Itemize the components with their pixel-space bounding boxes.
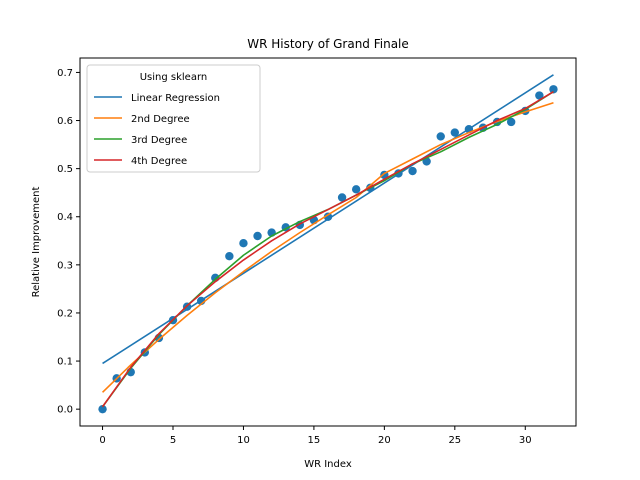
scatter-point bbox=[253, 231, 262, 241]
y-tick-label: 0.6 bbox=[57, 116, 73, 127]
scatter-point bbox=[351, 185, 361, 194]
series-line-3 bbox=[101, 90, 554, 408]
y-tick-label: 0.4 bbox=[57, 212, 73, 223]
scatter-point bbox=[239, 239, 248, 248]
legend-title: Using sklearn bbox=[140, 72, 208, 83]
scatter-point bbox=[506, 117, 516, 127]
scatter-point bbox=[323, 212, 333, 221]
legend-label-2: 3rd Degree bbox=[131, 135, 187, 146]
scatter-point bbox=[98, 404, 107, 414]
x-tick-label: 5 bbox=[170, 435, 176, 446]
legend-label-0: Linear Regression bbox=[131, 93, 220, 104]
legend-label-1: 2nd Degree bbox=[131, 114, 190, 125]
y-tick-label: 0.1 bbox=[57, 357, 73, 368]
x-tick-label: 20 bbox=[378, 435, 391, 446]
x-tick-label: 25 bbox=[448, 435, 461, 446]
legend-box bbox=[86, 64, 261, 173]
legend-label-3: 4th Degree bbox=[131, 156, 187, 167]
scatter-point bbox=[225, 251, 234, 261]
x-axis-label: WR Index bbox=[304, 459, 352, 470]
x-tick-label: 15 bbox=[308, 435, 321, 446]
scatter-point bbox=[450, 128, 460, 137]
scatter-point bbox=[436, 132, 445, 141]
scatter-point bbox=[549, 85, 558, 94]
y-tick-label: 0.5 bbox=[57, 164, 73, 175]
y-tick-label: 0.3 bbox=[57, 260, 73, 271]
legend-entries: Linear Regression 2nd Degree 3rd Degree 4th… bbox=[94, 93, 220, 167]
axes-frame bbox=[79, 57, 577, 427]
y-axis: 0.0 0.1 0.2 0.3 0.4 0.5 0.6 0.7 bbox=[57, 68, 80, 416]
y-tick-label: 0.0 bbox=[57, 405, 73, 416]
chart-title: WR History of Grand Finale bbox=[247, 37, 409, 51]
scatter-point bbox=[337, 193, 347, 202]
y-tick-label: 0.2 bbox=[57, 308, 73, 319]
y-axis-label: Relative Improvement bbox=[31, 187, 42, 298]
legend: Using sklearn Linear Regression 2nd Degre… bbox=[86, 64, 261, 173]
x-tick-label: 0 bbox=[99, 435, 105, 446]
series-line-1 bbox=[101, 101, 554, 393]
scatter-point bbox=[408, 166, 417, 176]
y-tick-label: 0.7 bbox=[57, 68, 73, 79]
scatter-point bbox=[535, 91, 544, 100]
x-tick-label: 10 bbox=[237, 435, 250, 446]
x-tick-label: 30 bbox=[519, 435, 532, 446]
plot-area bbox=[98, 74, 558, 414]
x-axis: 0 5 10 15 20 25 30 bbox=[99, 426, 532, 446]
